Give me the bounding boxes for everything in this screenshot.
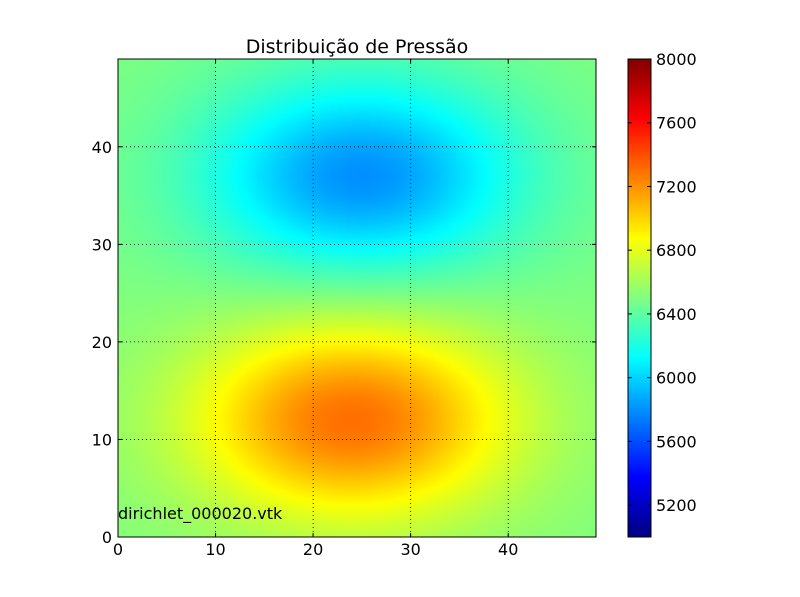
y-tick-label: 20 [92, 333, 112, 352]
chart-title: Distribuição de Pressão [246, 36, 469, 58]
colorbar: 5200 5600 6000 6400 6800 7200 7600 8000 [627, 50, 697, 538]
plot-frame [117, 58, 597, 538]
heatmap-image [118, 59, 596, 537]
x-tick-label: 10 [205, 540, 225, 559]
colorbar-tick-label: 6800 [656, 241, 697, 260]
y-tick-label: 40 [92, 138, 112, 157]
x-axis: 0 10 20 30 40 [113, 59, 518, 559]
x-tick-label: 40 [498, 540, 518, 559]
colorbar-tick-label: 7200 [656, 177, 697, 196]
colorbar-gradient [628, 59, 651, 537]
colorbar-tick-label: 6400 [656, 305, 697, 324]
x-tick-label: 0 [113, 540, 123, 559]
x-tick-label: 30 [400, 540, 420, 559]
y-axis: 0 10 20 30 40 [92, 138, 596, 547]
colorbar-tick-label: 8000 [656, 50, 697, 69]
colorbar-tick-label: 7600 [656, 114, 697, 133]
plot-area: 0 10 20 30 40 0 10 20 30 40 dirichlet_000020.vtk [92, 58, 597, 559]
y-tick-label: 0 [102, 528, 112, 547]
colorbar-tick-label: 5200 [656, 496, 697, 515]
file-annotation: dirichlet_000020.vtk [118, 504, 283, 524]
y-tick-label: 10 [92, 430, 112, 449]
y-tick-label: 30 [92, 235, 112, 254]
colorbar-tick-label: 6000 [656, 369, 697, 388]
colorbar-tick-label: 5600 [656, 432, 697, 451]
x-tick-label: 20 [303, 540, 323, 559]
colorbar-frame [627, 58, 652, 538]
colorbar-ticks: 5200 5600 6000 6400 6800 7200 7600 8000 [628, 50, 697, 515]
